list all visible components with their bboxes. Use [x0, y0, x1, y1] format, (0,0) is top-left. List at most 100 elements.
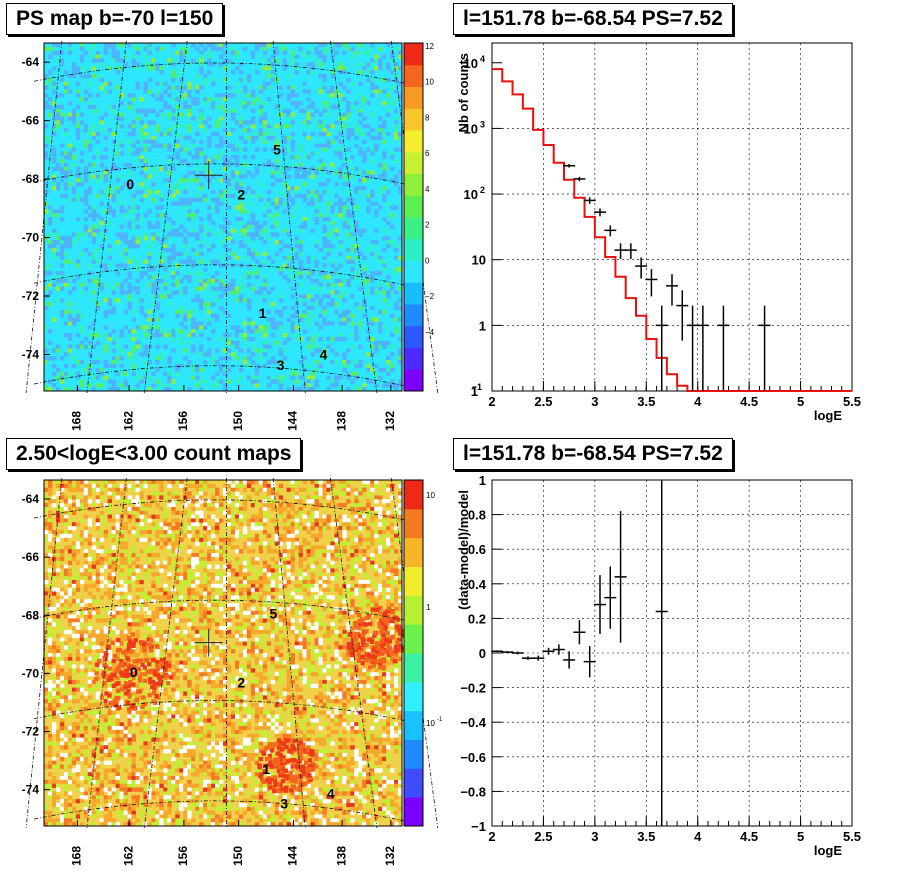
- y-tick-label: 0.6: [468, 542, 486, 557]
- y-tick-label: −0.4: [460, 715, 486, 730]
- map-frame: [43, 42, 403, 392]
- y-tick-label: 10: [464, 56, 478, 71]
- y-tick-label: -64: [22, 492, 40, 506]
- y-tick-label: 1: [471, 384, 478, 399]
- x-tick-label: 2: [488, 394, 495, 409]
- source-label: 3: [277, 357, 285, 373]
- x-tick-label: 168: [70, 411, 84, 431]
- y-tick-label: 0.4: [468, 577, 487, 592]
- spectrum-title: l=151.78 b=-68.54 PS=7.52: [453, 3, 733, 35]
- model-histogram: [492, 68, 852, 392]
- palette-label: -1: [437, 717, 443, 723]
- y-tick-label: -70: [22, 231, 40, 245]
- palette-label: 1: [426, 603, 431, 612]
- x-tick-label: 4.5: [740, 394, 758, 409]
- source-label: 4: [327, 785, 335, 801]
- y-tick-label: 0.8: [468, 508, 486, 523]
- y-tick-label: -66: [22, 114, 40, 128]
- y-tick-label: 1: [479, 318, 486, 333]
- count-map-title: 2.50<logE<3.00 count maps: [6, 438, 302, 470]
- y-tick-label: -72: [22, 725, 40, 739]
- source-label: 3: [280, 796, 288, 812]
- x-tick-label: 156: [176, 846, 190, 866]
- x-tick-label: 3: [591, 394, 598, 409]
- source-label: 0: [130, 664, 138, 680]
- y-tick-label: -72: [22, 289, 40, 303]
- x-tick-label: 5: [797, 829, 804, 844]
- palette-label: 10: [426, 491, 435, 500]
- y-tick-label: -70: [22, 666, 40, 680]
- x-tick-label: 4.5: [740, 829, 758, 844]
- x-tick-label: 5.5: [843, 394, 861, 409]
- x-tick-label: 138: [334, 846, 348, 866]
- y-axis-label: (data-model)/model: [456, 490, 471, 610]
- palette-label: 2: [425, 221, 430, 230]
- y-tick-label: −0.6: [460, 750, 486, 765]
- x-tick-label: 132: [383, 846, 397, 866]
- x-axis-label: logE: [814, 408, 842, 423]
- y-tick-label: 0: [479, 646, 486, 661]
- palette-label: 10: [426, 719, 435, 728]
- source-label: 4: [320, 347, 328, 363]
- x-tick-label: 168: [70, 846, 84, 866]
- coordinate-grid: [25, 477, 439, 829]
- ps-color-palette: 12 10 8 6 4 2 0 −2 −4: [403, 42, 435, 392]
- source-label: 1: [259, 305, 267, 321]
- x-tick-label: 4: [694, 829, 702, 844]
- residual-title: l=151.78 b=-68.54 PS=7.52: [453, 438, 733, 470]
- x-tick-label: 2.5: [534, 829, 552, 844]
- y-tick-label: 1: [479, 473, 486, 488]
- x-tick-label: 2.5: [534, 394, 552, 409]
- palette-label: 6: [425, 149, 430, 158]
- y-tick-label: 0.2: [468, 611, 486, 626]
- y-tick-label: −0.2: [460, 681, 486, 696]
- y-tick-exponent: 2: [480, 185, 485, 195]
- palette-label: −2: [425, 292, 435, 301]
- x-tick-label: 144: [286, 411, 300, 431]
- y-tick-exponent: 3: [480, 119, 485, 129]
- ps-map-title: PS map b=-70 l=150: [6, 3, 224, 35]
- palette-label: 12: [425, 42, 434, 51]
- y-axis-label: Nb of counts: [456, 53, 471, 132]
- y-tick-label: -68: [22, 172, 40, 186]
- source-label: 1: [262, 761, 270, 777]
- source-label: 0: [126, 176, 134, 192]
- x-tick-label: 162: [121, 846, 135, 866]
- palette-label: −4: [425, 328, 435, 337]
- y-tick-label: -66: [22, 550, 40, 564]
- x-tick-label: 3.5: [637, 829, 655, 844]
- y-tick-label: 10: [472, 253, 486, 268]
- palette-label: 0: [425, 256, 430, 265]
- x-tick-label: 3: [591, 829, 598, 844]
- y-tick-label: 10: [464, 187, 478, 202]
- source-label: 2: [237, 187, 245, 203]
- source-label: 5: [270, 605, 278, 621]
- y-tick-label: -68: [22, 608, 40, 622]
- palette-label: 10: [425, 78, 434, 87]
- source-label: 5: [273, 141, 281, 157]
- y-tick-exponent: 4: [480, 54, 485, 64]
- y-tick-exponent: −1: [472, 382, 482, 392]
- ps-map: 0 2 5 1 3 4 168 162 156 150 144 138 132 -64 -66 -68 -70 -…: [22, 40, 439, 431]
- x-tick-label: 4: [694, 394, 702, 409]
- x-tick-label: 150: [231, 411, 245, 431]
- x-tick-label: 144: [286, 846, 300, 866]
- plot-frame: [491, 42, 853, 392]
- x-axis-label: logE: [814, 843, 842, 858]
- x-tick-label: 150: [231, 846, 245, 866]
- x-tick-label: 5.5: [843, 829, 861, 844]
- x-tick-label: 5: [797, 394, 804, 409]
- x-tick-label: 3.5: [637, 394, 655, 409]
- y-tick-label: -64: [22, 55, 40, 69]
- x-tick-label: 132: [383, 411, 397, 431]
- x-tick-label: 2: [488, 829, 495, 844]
- palette-label: 4: [425, 185, 430, 194]
- y-tick-label: −0.8: [460, 784, 486, 799]
- y-tick-label: -74: [22, 347, 40, 361]
- x-tick-label: 156: [176, 411, 190, 431]
- y-tick-label: 10: [464, 121, 478, 136]
